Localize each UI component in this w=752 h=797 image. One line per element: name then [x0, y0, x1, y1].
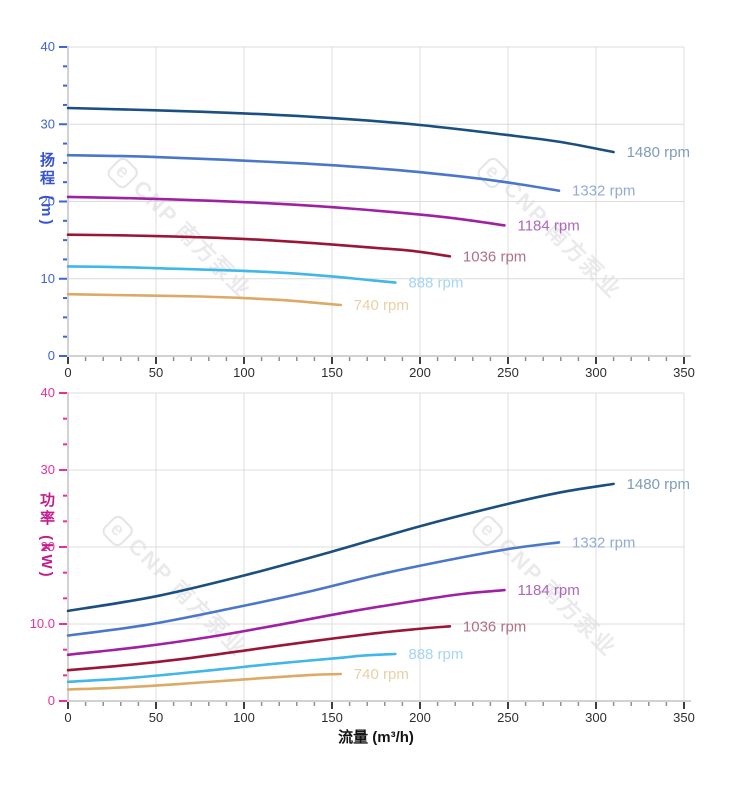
curve-label-888-rpm: 888 rpm [408, 646, 463, 663]
curve-label-1480-rpm: 1480 rpm [627, 476, 690, 493]
y-tick-label: 20 [41, 539, 55, 554]
curve-label-740-rpm: 740 rpm [354, 666, 409, 683]
x-tick-label: 250 [497, 710, 519, 725]
curve-1332-rpm [66, 541, 561, 637]
y-tick-label: 30 [41, 462, 55, 477]
curve-1480-rpm [66, 106, 615, 154]
x-tick-label: 0 [64, 710, 71, 725]
y-tick-label: 0 [48, 348, 55, 363]
curve-1480-rpm [66, 482, 615, 613]
x-tick-label: 200 [409, 365, 431, 380]
curve-740-rpm [66, 672, 343, 691]
power-axis-title: 功率 (kW) [38, 492, 55, 580]
y-tick-label: 20 [41, 194, 55, 209]
head-axis-title: 扬程 (m) [38, 152, 55, 228]
ticks: 40 30 20 10.0 00 50 100 150 200 250 300 350 [30, 385, 695, 725]
curve-1036-rpm [66, 233, 452, 258]
y-tick-label: 0 [48, 693, 55, 708]
curve-1332-rpm [66, 153, 561, 192]
y-tick-label: 40 [41, 39, 55, 54]
curve-label-1332-rpm: 1332 rpm [572, 183, 635, 200]
x-tick-label: 150 [321, 365, 343, 380]
x-tick-label: 300 [585, 365, 607, 380]
y-tick-label: 10.0 [30, 616, 55, 631]
curve-1036-rpm [66, 625, 452, 672]
curve-888-rpm [66, 265, 397, 284]
curve-740-rpm [66, 292, 343, 307]
curve-label-1332-rpm: 1332 rpm [572, 534, 635, 551]
curve-label-1184-rpm: 1184 rpm [517, 217, 579, 234]
x-tick-label: 100 [233, 710, 255, 725]
curve-label-1036-rpm: 1036 rpm [463, 248, 526, 265]
x-tick-label: 150 [321, 710, 343, 725]
curve-label-1036-rpm: 1036 rpm [463, 618, 526, 635]
y-tick-label: 30 [41, 116, 55, 131]
curve-label-1184-rpm: 1184 rpm [517, 582, 579, 599]
x-tick-label: 300 [585, 710, 607, 725]
curve-label-888-rpm: 888 rpm [408, 275, 463, 292]
x-tick-label: 200 [409, 710, 431, 725]
curve-label-1480-rpm: 1480 rpm [627, 144, 690, 161]
x-tick-label: 250 [497, 365, 519, 380]
x-tick-label: 350 [673, 365, 695, 380]
x-tick-label: 50 [149, 710, 163, 725]
x-tick-label: 100 [233, 365, 255, 380]
curve-1184-rpm [66, 588, 506, 657]
x-tick-label: 350 [673, 710, 695, 725]
curve-1184-rpm [66, 195, 506, 227]
x-tick-label: 0 [64, 365, 71, 380]
y-tick-label: 10 [41, 271, 55, 286]
x-tick-label: 50 [149, 365, 163, 380]
chart-1: 40 30 20 10.0 00 50 100 150 200 250 300 350 1480 rpm… [30, 385, 695, 725]
curve-888-rpm [66, 652, 397, 684]
curve-label-740-rpm: 740 rpm [354, 297, 409, 314]
y-tick-label: 40 [41, 385, 55, 400]
flow-axis-title: 流量 (m³/h) [338, 729, 414, 746]
